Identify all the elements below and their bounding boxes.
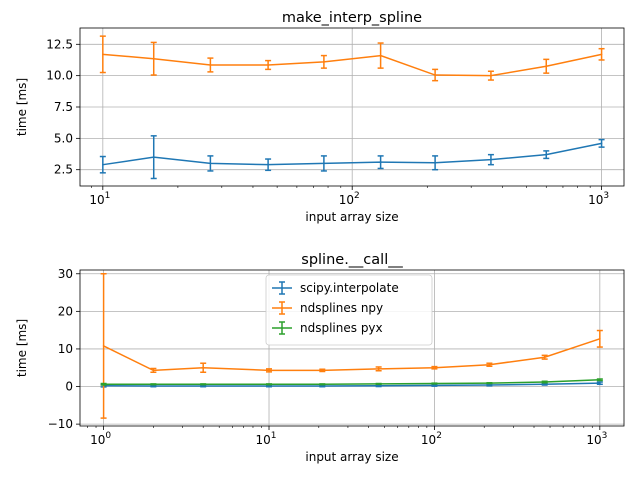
data-point (268, 383, 270, 386)
x-axis-label: input array size (305, 450, 398, 464)
data-point (152, 57, 155, 60)
series-line (102, 53, 602, 77)
data-point (209, 64, 212, 66)
data-point (377, 383, 380, 385)
data-point (599, 337, 601, 340)
y-tick-label: 0 (65, 380, 73, 394)
series-3 (100, 378, 603, 386)
data-point (490, 158, 492, 161)
series-line (103, 338, 601, 372)
y-tick-label: 20 (58, 304, 73, 318)
y-tick-label: 30 (58, 267, 73, 281)
data-point (433, 366, 436, 369)
x-axis: 101 102 103 (89, 186, 609, 207)
data-point (379, 161, 382, 163)
data-point (152, 369, 155, 372)
series-line (102, 142, 602, 166)
series-line (103, 379, 600, 386)
y-tick-label: 2.5 (54, 163, 73, 177)
y-axis: −10 0 10 20 30 (48, 267, 80, 431)
y-tick-label: 7.5 (54, 100, 73, 114)
x-tick-label: 103 (588, 191, 609, 207)
legend-label: ndsplines npy (300, 301, 383, 315)
x-tick-label: 102 (421, 431, 442, 447)
series-group (99, 35, 605, 180)
data-point (323, 61, 325, 63)
data-point (102, 53, 104, 56)
data-point (102, 163, 104, 166)
x-tick-label: 101 (256, 431, 277, 447)
y-axis-label: time [ms] (15, 319, 29, 377)
series-2 (99, 35, 605, 82)
data-point (377, 384, 380, 387)
x-axis: 100 101 102 103 (87, 426, 607, 447)
legend-label: scipy.interpolate (300, 281, 399, 295)
legend-item: scipy.interpolate (272, 281, 399, 295)
data-point (434, 162, 436, 164)
legend-box (265, 274, 433, 346)
y-tick-label: 12.5 (46, 37, 73, 51)
y-axis: 2.5 5.0 7.5 10.0 12.5 (46, 37, 80, 177)
x-tick-label: 101 (89, 191, 110, 207)
data-point (600, 142, 603, 145)
legend: scipy.interpolate ndsplines npy ndsplines … (265, 274, 433, 346)
x-tick-label: 102 (339, 191, 360, 207)
x-tick-label: 100 (90, 431, 111, 447)
data-point (102, 345, 105, 347)
data-point (321, 383, 324, 386)
data-point (545, 153, 548, 156)
data-point (488, 382, 491, 384)
data-point (323, 162, 325, 165)
y-axis-label: time [ms] (15, 78, 29, 136)
axes-frame (79, 269, 625, 427)
data-point (543, 356, 546, 359)
chart-title: spline.__call__ (301, 252, 403, 268)
data-point (267, 64, 269, 66)
legend-item: ndsplines pyx (272, 321, 383, 335)
data-point (433, 382, 436, 385)
data-point (488, 363, 491, 366)
data-point (599, 382, 601, 384)
data-point (377, 368, 380, 370)
legend-item: ndsplines npy (272, 301, 383, 315)
data-point (202, 383, 204, 386)
data-point (543, 383, 546, 386)
series-group (100, 273, 603, 419)
series-1 (99, 135, 605, 180)
chart-2: 100 101 102 103 −10 0 10 20 30 spline.__call__inp… (15, 252, 625, 464)
data-point (268, 385, 270, 387)
chart-1: 101 102 103 2.5 5.0 7.5 10.0 12.5 make_interp_sp… (15, 10, 625, 224)
y-tick-label: 10 (58, 342, 73, 356)
data-point (102, 383, 105, 386)
data-point (268, 369, 270, 372)
series-2 (100, 273, 603, 419)
data-point (209, 162, 212, 165)
data-point (379, 54, 382, 57)
data-point (599, 378, 601, 381)
data-point (321, 369, 324, 372)
y-tick-label: 5.0 (54, 131, 73, 145)
data-point (152, 156, 155, 158)
chart-title: make_interp_spline (282, 10, 422, 26)
data-point (600, 53, 603, 56)
x-axis-label: input array size (305, 210, 398, 224)
data-point (545, 65, 548, 68)
data-point (543, 381, 546, 383)
y-tick-label: −10 (48, 417, 73, 431)
y-tick-label: 10.0 (46, 69, 73, 83)
x-tick-label: 103 (586, 431, 607, 447)
data-point (434, 74, 436, 76)
data-point (202, 366, 204, 369)
data-point (433, 384, 436, 387)
data-point (321, 385, 324, 387)
data-point (152, 385, 155, 387)
data-point (267, 163, 269, 166)
data-point (202, 385, 204, 387)
series-line (103, 382, 600, 387)
data-point (152, 383, 155, 386)
data-point (490, 74, 492, 77)
data-point (488, 384, 491, 386)
legend-label: ndsplines pyx (300, 321, 383, 335)
